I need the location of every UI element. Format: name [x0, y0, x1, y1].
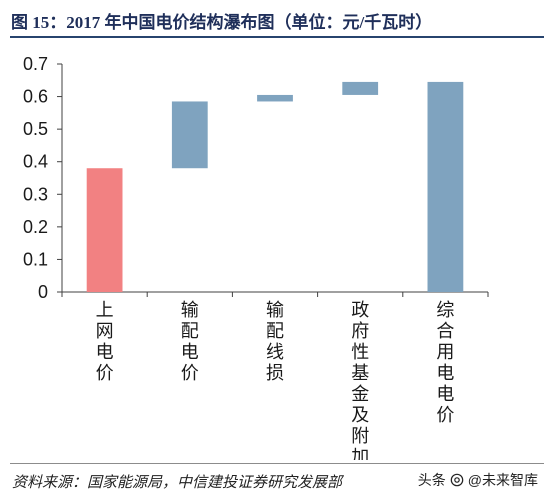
source-note: 资料来源：国家能源局，中信建投证券研究发展部 [12, 475, 343, 491]
watermark-account: @未来智库 [467, 472, 538, 488]
y-tick-label: 0.7 [23, 54, 48, 74]
x-tick-label: 政府性基金及附加 [351, 300, 369, 460]
x-tick-label: 上网电价 [96, 300, 114, 384]
at-icon [450, 473, 464, 487]
footer-divider [10, 463, 544, 464]
y-tick-label: 0 [38, 282, 48, 302]
x-tick-labels: 上网电价 输配电价 输配线损 政府性基金及附加 综合用电电价 [96, 300, 455, 460]
bar [427, 81, 464, 292]
x-axis [61, 291, 489, 297]
y-tick-label: 0.6 [23, 87, 48, 107]
y-tick-label: 0.1 [23, 249, 48, 269]
bars [86, 81, 464, 292]
watermark: 头条 @未来智库 [411, 468, 544, 492]
y-tick-label: 0.2 [23, 217, 48, 237]
x-tick-label: 综合用电电价 [436, 300, 454, 426]
title-divider [10, 36, 544, 38]
figure-title: 图 15：2017 年中国电价结构瀑布图（单位：元/千瓦时） [11, 13, 433, 32]
y-axis: 0 0.1 0.2 0.3 0.4 0.5 0.6 0.7 [23, 54, 63, 302]
watermark-platform: 头条 [417, 472, 446, 488]
bar [86, 168, 123, 292]
bar [257, 94, 293, 102]
bar [171, 101, 208, 169]
y-tick-label: 0.4 [23, 152, 48, 172]
y-tick-label: 0.3 [23, 184, 48, 204]
x-tick-label: 输配线损 [266, 300, 284, 384]
y-tick-label: 0.5 [23, 119, 48, 139]
waterfall-chart: 0 0.1 0.2 0.3 0.4 0.5 0.6 0.7 上网电价 输配电价 输配线损 政府性基金… [23, 54, 489, 460]
bar [342, 81, 379, 95]
x-tick-label: 输配电价 [181, 300, 199, 384]
